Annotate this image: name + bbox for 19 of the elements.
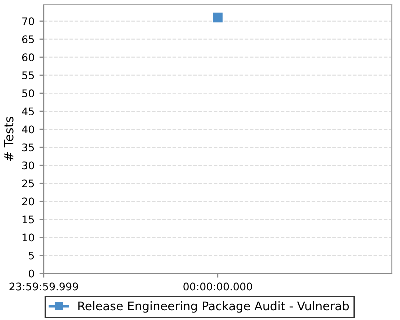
y-tick-label: 40 <box>22 126 34 134</box>
y-tick-label: 65 <box>22 36 34 44</box>
y-tick-label: 35 <box>22 144 34 152</box>
y-tick-label: 50 <box>22 90 34 98</box>
legend-label: Release Engineering Package Audit - Vulnerab <box>78 301 350 313</box>
y-tick-label: 45 <box>22 108 34 116</box>
y-tick-label: 55 <box>22 72 34 80</box>
y-tick-label: 70 <box>22 18 34 26</box>
y-tick-label: 60 <box>22 54 34 62</box>
y-tick-label: 5 <box>29 252 34 260</box>
y-tick-label: 25 <box>22 180 34 188</box>
y-axis-title: # Tests <box>4 117 14 162</box>
y-tick-label: 10 <box>22 234 34 242</box>
y-tick-label: 30 <box>22 162 34 170</box>
y-tick-label: 15 <box>22 216 34 224</box>
y-tick-label: 20 <box>22 198 34 206</box>
y-tick-label: 0 <box>29 270 34 278</box>
x-tick-label: 00:00:00.000 <box>184 282 252 291</box>
x-tick-label: 23:59:59.999 <box>10 282 78 291</box>
